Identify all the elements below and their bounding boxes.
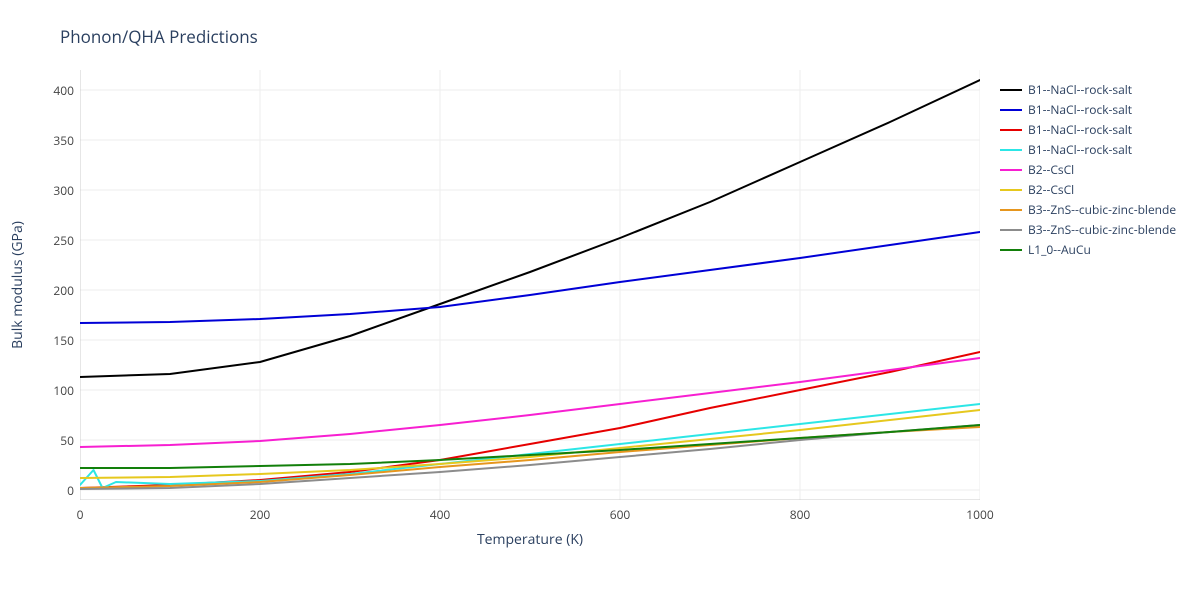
legend-item[interactable]: B1--NaCl--rock-salt <box>1000 100 1190 120</box>
legend-label: L1_0--AuCu <box>1028 240 1091 260</box>
x-axis-label: Temperature (K) <box>80 530 980 549</box>
legend-swatch <box>1000 189 1022 191</box>
series-line[interactable] <box>80 80 980 377</box>
series-line[interactable] <box>80 425 980 468</box>
legend-swatch <box>1000 209 1022 211</box>
legend-item[interactable]: B3--ZnS--cubic-zinc-blende <box>1000 220 1190 240</box>
chart-plot-area <box>80 70 980 500</box>
legend-label: B3--ZnS--cubic-zinc-blende <box>1028 200 1176 220</box>
y-axis-label: Bulk modulus (GPa) <box>8 70 27 500</box>
legend-item[interactable]: B1--NaCl--rock-salt <box>1000 120 1190 140</box>
x-tick-label: 0 <box>65 506 95 523</box>
x-tick-label: 800 <box>785 506 815 523</box>
x-tick-label: 200 <box>245 506 275 523</box>
y-tick-label: 150 <box>53 332 74 349</box>
legend-item[interactable]: B2--CsCl <box>1000 160 1190 180</box>
x-tick-label: 400 <box>425 506 455 523</box>
chart-title: Phonon/QHA Predictions <box>60 25 258 48</box>
legend-swatch <box>1000 249 1022 251</box>
y-tick-label: 100 <box>53 382 74 399</box>
legend-swatch <box>1000 229 1022 231</box>
legend-swatch <box>1000 89 1022 91</box>
legend-swatch <box>1000 149 1022 151</box>
legend-label: B1--NaCl--rock-salt <box>1028 100 1132 120</box>
legend: B1--NaCl--rock-saltB1--NaCl--rock-saltB1… <box>1000 80 1190 260</box>
legend-swatch <box>1000 129 1022 131</box>
legend-item[interactable]: B1--NaCl--rock-salt <box>1000 140 1190 160</box>
legend-label: B1--NaCl--rock-salt <box>1028 80 1132 100</box>
x-tick-label: 600 <box>605 506 635 523</box>
legend-item[interactable]: B1--NaCl--rock-salt <box>1000 80 1190 100</box>
y-tick-label: 200 <box>53 282 74 299</box>
legend-swatch <box>1000 169 1022 171</box>
legend-label: B1--NaCl--rock-salt <box>1028 120 1132 140</box>
series-line[interactable] <box>80 358 980 447</box>
y-tick-label: 300 <box>53 182 74 199</box>
legend-item[interactable]: B3--ZnS--cubic-zinc-blende <box>1000 200 1190 220</box>
y-tick-label: 400 <box>53 82 74 99</box>
legend-label: B1--NaCl--rock-salt <box>1028 140 1132 160</box>
legend-label: B2--CsCl <box>1028 160 1074 180</box>
y-tick-label: 50 <box>60 432 74 449</box>
legend-label: B2--CsCl <box>1028 180 1074 200</box>
legend-swatch <box>1000 109 1022 111</box>
legend-label: B3--ZnS--cubic-zinc-blende <box>1028 220 1176 240</box>
y-tick-label: 0 <box>67 482 74 499</box>
legend-item[interactable]: L1_0--AuCu <box>1000 240 1190 260</box>
legend-item[interactable]: B2--CsCl <box>1000 180 1190 200</box>
series-line[interactable] <box>80 232 980 323</box>
x-tick-label: 1000 <box>965 506 995 523</box>
y-tick-label: 350 <box>53 132 74 149</box>
y-tick-label: 250 <box>53 232 74 249</box>
